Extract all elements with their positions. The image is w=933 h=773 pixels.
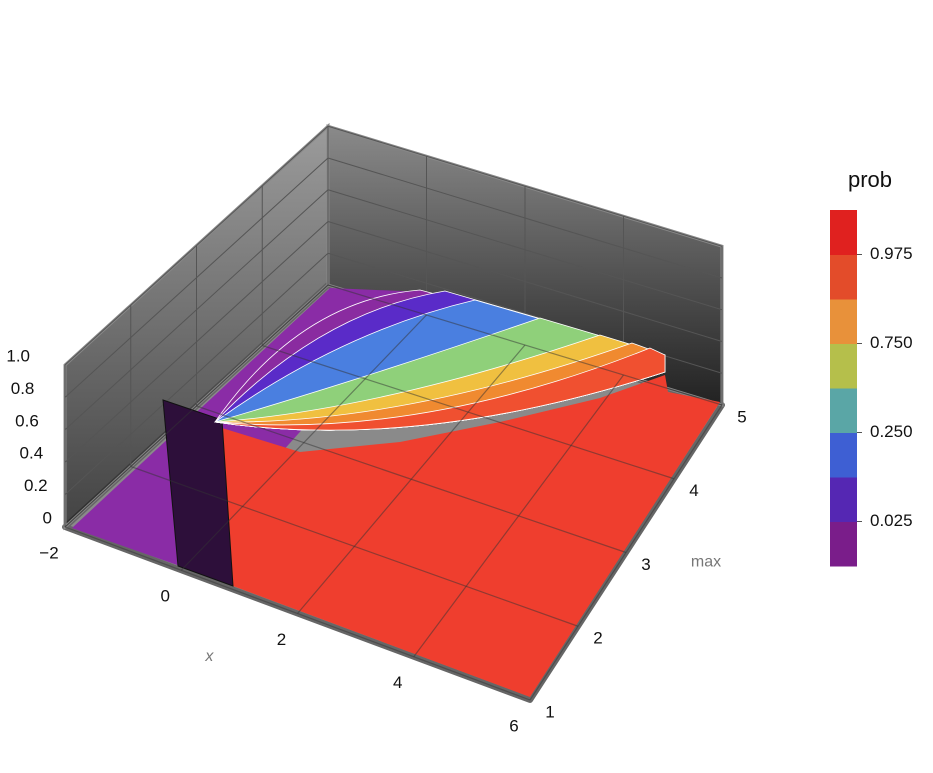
colorbar-band xyxy=(830,477,857,522)
z-tick-label: 0.4 xyxy=(20,444,44,463)
grid-line xyxy=(64,526,531,701)
colorbar-band xyxy=(830,299,857,344)
x-axis-label: x xyxy=(204,648,214,665)
x-tick-label: 6 xyxy=(509,716,518,735)
colorbar-tick-label: 0.975 xyxy=(870,244,913,263)
grid-line xyxy=(327,284,723,406)
z-tick-label: 0 xyxy=(43,508,52,527)
grid-line xyxy=(196,405,627,554)
y-axis-label: max xyxy=(691,554,721,571)
z-tick-label: 0.2 xyxy=(24,476,48,495)
surface-band xyxy=(214,347,666,431)
z-tick-label: 0.8 xyxy=(11,379,35,398)
y-tick-label: 2 xyxy=(593,629,602,648)
surface-floor-high xyxy=(222,375,720,697)
y-tick-label: 5 xyxy=(737,407,746,426)
floor-grid xyxy=(64,284,723,701)
x-tick-label: 4 xyxy=(393,673,402,692)
surface-wall xyxy=(162,399,234,587)
x-tick-label: −2 xyxy=(39,543,58,562)
colorbar-band xyxy=(830,521,857,567)
colorbar-tick-label: 0.250 xyxy=(870,422,913,441)
colorbar-band xyxy=(830,254,857,300)
surface xyxy=(72,288,720,697)
colorbar-band xyxy=(830,210,857,255)
x-tick-label: 2 xyxy=(277,630,286,649)
colorbar-title: prob xyxy=(848,167,892,192)
y-tick-label: 3 xyxy=(641,555,650,574)
colorbar-band xyxy=(830,388,857,433)
grid-line xyxy=(130,465,579,627)
colorbar-tick-label: 0.750 xyxy=(870,333,913,352)
colorbar-band xyxy=(830,432,857,478)
z-tick-label: 1.0 xyxy=(6,346,30,365)
y-tick-label: 4 xyxy=(689,481,698,500)
colorbar-band xyxy=(830,343,857,389)
grid-line xyxy=(262,344,675,480)
y-tick-label: 1 xyxy=(545,702,554,721)
labels: −2 0 2 4 6 1 2 3 4 5 0 0.2 0.4 0.6 0.8 1.0 x max prob 0.025… xyxy=(6,167,912,736)
z-tick-label: 0.6 xyxy=(15,411,39,430)
x-tick-label: 0 xyxy=(161,587,170,606)
colorbar-tick-label: 0.025 xyxy=(870,511,913,530)
